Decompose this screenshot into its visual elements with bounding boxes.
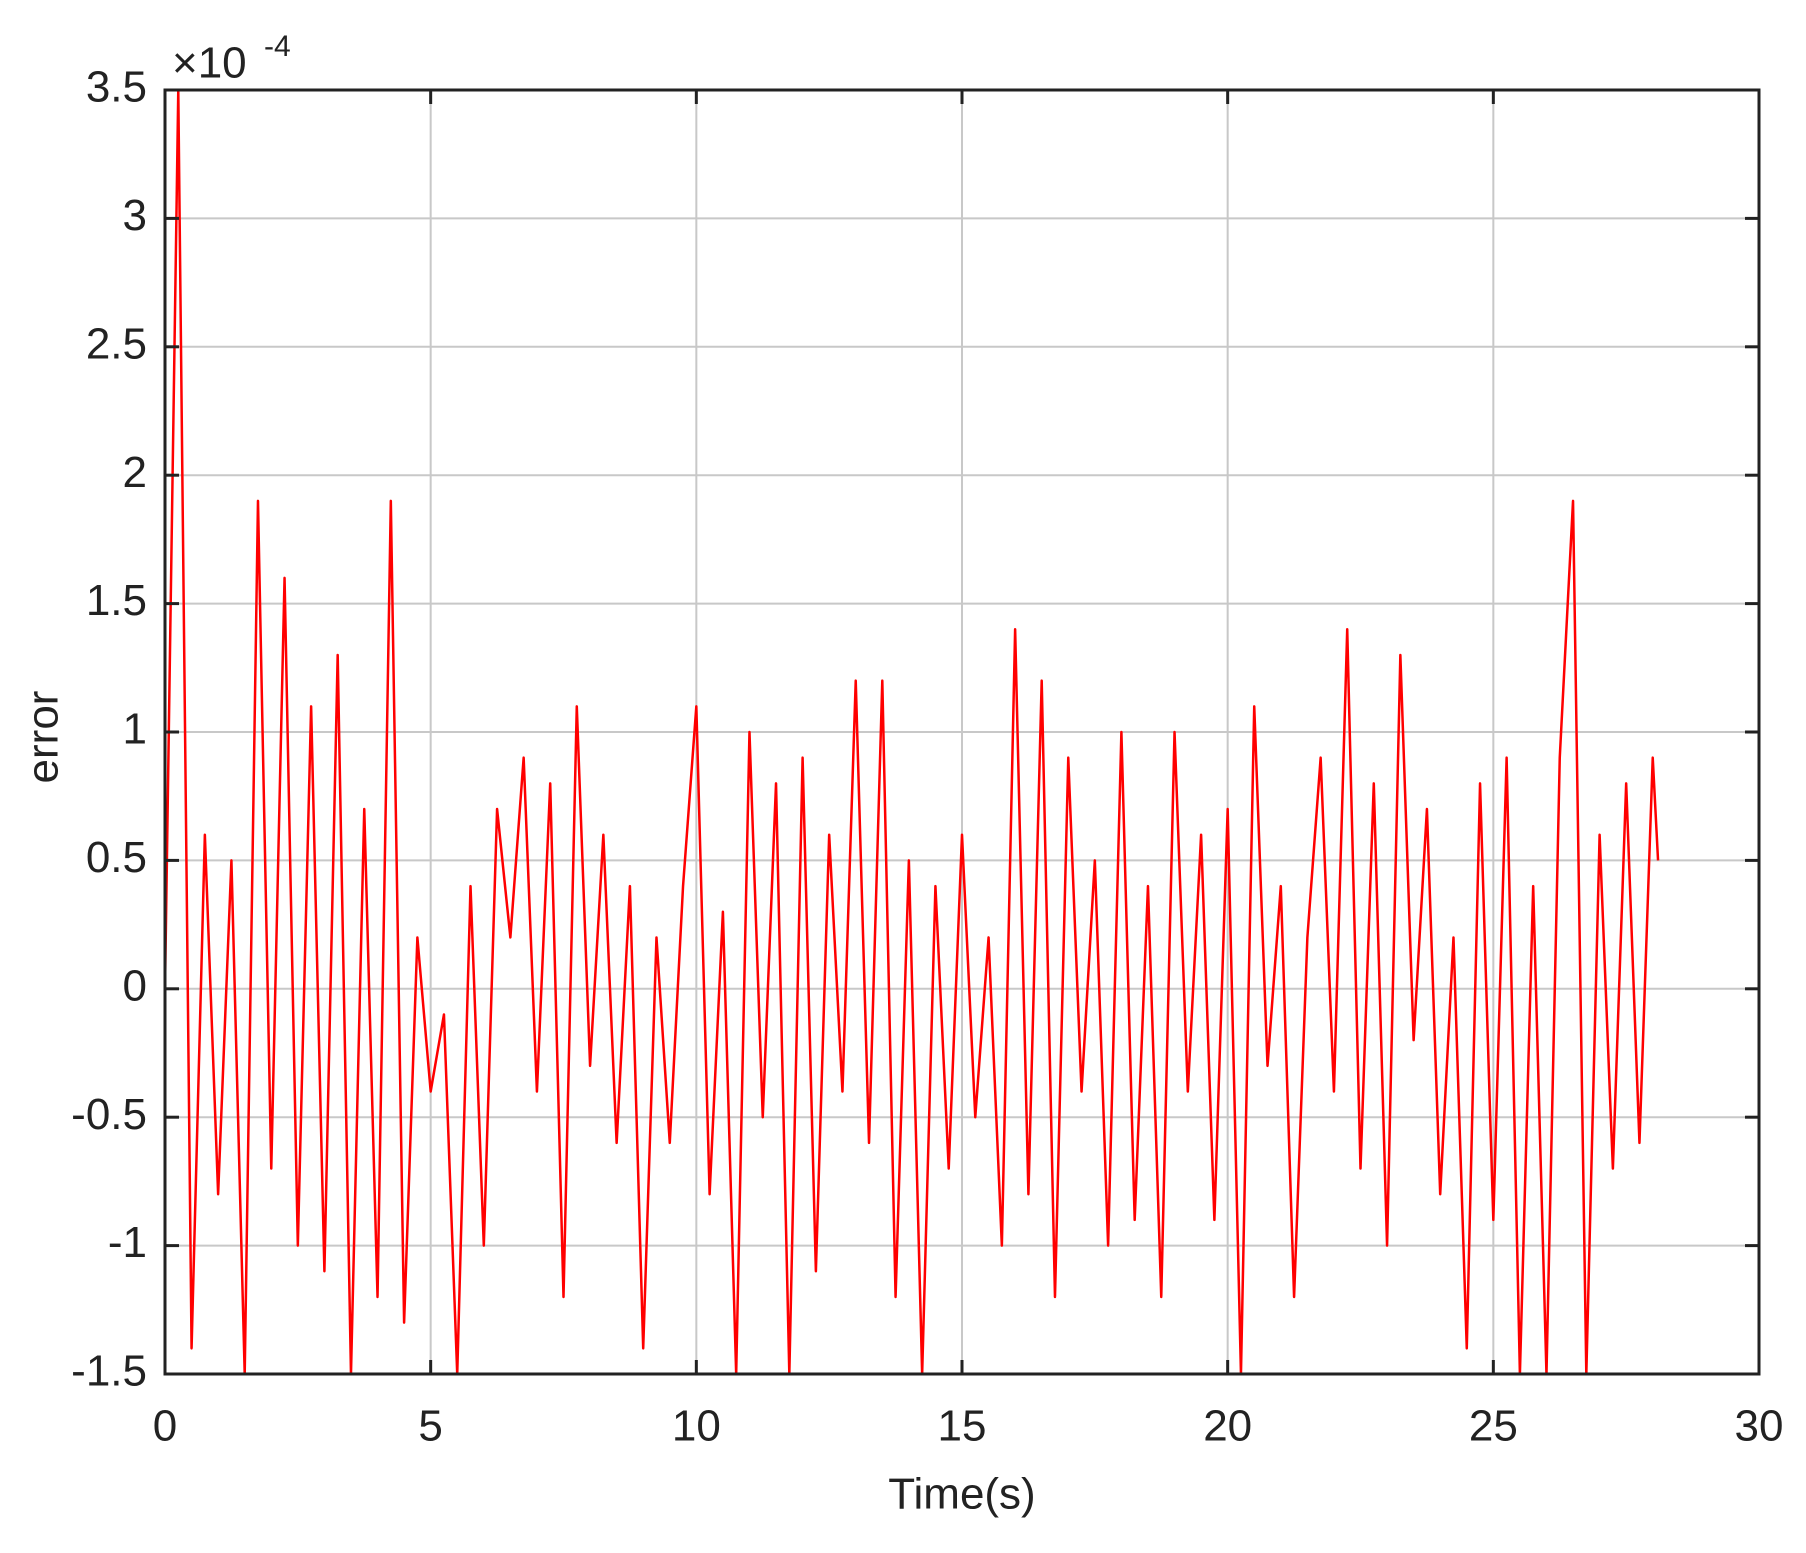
y-tick-label: 1.5 <box>86 576 147 625</box>
x-tick-label: 15 <box>938 1402 987 1451</box>
y-scale-base: ×10 <box>172 39 247 88</box>
y-tick-label: 2 <box>123 448 147 497</box>
y-tick-label: -0.5 <box>71 1090 147 1139</box>
y-tick-label: 0 <box>123 961 147 1010</box>
y-axis-label: error <box>19 691 68 784</box>
x-tick-label: 30 <box>1735 1402 1784 1451</box>
y-tick-label: 3 <box>123 191 147 240</box>
y-tick-label: -1 <box>108 1218 147 1267</box>
grid <box>164 89 1760 1375</box>
y-scale-exponent: -4 <box>264 30 291 63</box>
x-tick-label: 0 <box>153 1402 177 1451</box>
x-axis-label: Time(s) <box>888 1470 1035 1519</box>
x-tick-label: 25 <box>1469 1402 1518 1451</box>
y-tick-label: -1.5 <box>71 1347 147 1396</box>
ticks: -1.5 -1 -0.5 0 0.5 1 1.5 2 2.5 3 3.5 0 5 10 15 20 25 30 <box>71 63 1783 1451</box>
x-tick-label: 20 <box>1203 1402 1252 1451</box>
y-tick-label: 1 <box>123 705 147 754</box>
plot-area <box>165 90 1660 1374</box>
x-tick-label: 10 <box>672 1402 721 1451</box>
x-tick-label: 5 <box>418 1402 442 1451</box>
y-tick-label: 3.5 <box>86 63 147 112</box>
y-tick-label: 2.5 <box>86 319 147 368</box>
data-line <box>165 90 1660 1374</box>
y-tick-label: 0.5 <box>86 833 147 882</box>
